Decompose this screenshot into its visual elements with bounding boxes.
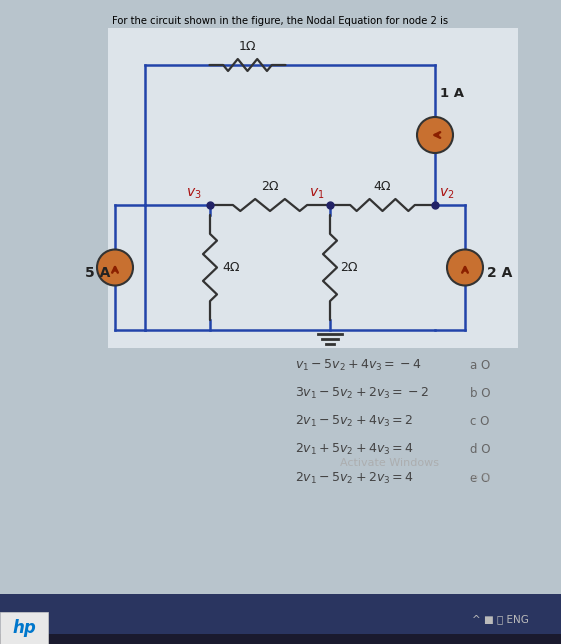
Text: 5 A: 5 A xyxy=(85,265,110,279)
Text: $v_2$: $v_2$ xyxy=(439,187,454,201)
Text: $v_1 - 5v_2 + 4v_3 = -4$: $v_1 - 5v_2 + 4v_3 = -4$ xyxy=(295,357,421,372)
Text: hp: hp xyxy=(12,619,36,637)
Text: $v_1$: $v_1$ xyxy=(309,187,324,201)
Text: b O: b O xyxy=(470,386,490,399)
Text: For the circuit shown in the figure, the Nodal Equation for node 2 is: For the circuit shown in the figure, the… xyxy=(112,16,448,26)
Circle shape xyxy=(417,117,453,153)
Text: a O: a O xyxy=(470,359,490,372)
Bar xyxy=(108,28,518,348)
Text: ^ ■ 🔊 ENG: ^ ■ 🔊 ENG xyxy=(472,614,528,624)
Text: $2v_1 - 5v_2 + 4v_3 = 2$: $2v_1 - 5v_2 + 4v_3 = 2$ xyxy=(295,413,413,428)
Text: 1 A: 1 A xyxy=(440,86,464,100)
Text: $2v_1 - 5v_2 + 2v_3 = 4$: $2v_1 - 5v_2 + 2v_3 = 4$ xyxy=(295,471,414,486)
Text: 2 A: 2 A xyxy=(487,265,512,279)
Text: $v_3$: $v_3$ xyxy=(186,187,202,201)
Text: $3v_1 - 5v_2 + 2v_3 = -2$: $3v_1 - 5v_2 + 2v_3 = -2$ xyxy=(295,386,429,401)
Text: 4Ω: 4Ω xyxy=(222,261,240,274)
Bar xyxy=(0,634,561,644)
Text: Activate Windows: Activate Windows xyxy=(341,458,439,468)
Text: 2Ω: 2Ω xyxy=(340,261,357,274)
Bar xyxy=(0,612,48,644)
Circle shape xyxy=(97,249,133,285)
Text: 4Ω: 4Ω xyxy=(374,180,391,193)
Text: e Q: e Q xyxy=(468,473,491,483)
Text: 2Ω: 2Ω xyxy=(261,180,279,193)
Text: 1Ω: 1Ω xyxy=(239,40,256,53)
Text: e O: e O xyxy=(470,471,490,484)
Text: c O: c O xyxy=(470,415,489,428)
Text: d O: d O xyxy=(470,442,490,455)
Bar xyxy=(0,594,561,644)
Circle shape xyxy=(447,249,483,285)
Text: $2v_1 + 5v_2 + 4v_3 = 4$: $2v_1 + 5v_2 + 4v_3 = 4$ xyxy=(295,441,414,457)
